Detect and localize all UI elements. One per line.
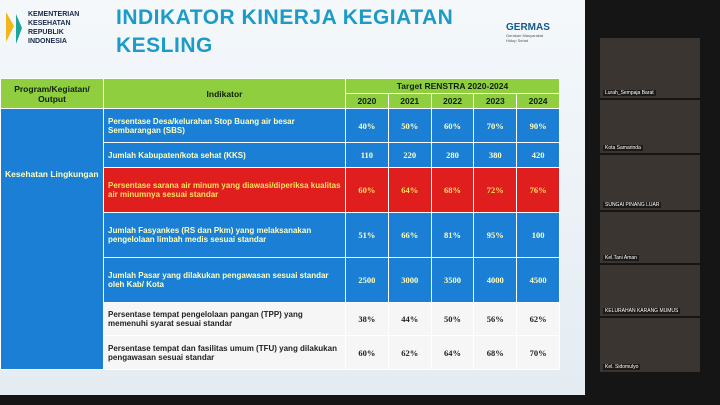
header-target: Target RENSTRA 2020-2024 xyxy=(345,78,560,94)
participant-name: KELURAHAN KARANG MUMUS xyxy=(603,308,681,314)
slide-title: INDIKATOR KINERJA KEGIATAN KESLING xyxy=(116,4,453,60)
target-cell: 62% xyxy=(387,335,432,370)
target-cell: 51% xyxy=(345,212,389,258)
target-cell: 220 xyxy=(387,142,432,168)
target-cell: 44% xyxy=(387,302,432,336)
target-cell: 81% xyxy=(430,212,475,258)
table-row: Jumlah Pasar yang dilakukan pengawasan s… xyxy=(1,257,560,303)
participant-name: SUNGAI PINANG LUAR xyxy=(603,202,662,208)
participant-name: Kota Samarinda xyxy=(603,145,643,151)
ministry-line: KEMENTERIAN xyxy=(28,11,80,18)
participant-name: Kel.Tani Aman xyxy=(603,255,639,261)
target-cell: 76% xyxy=(516,167,560,213)
indicator-table: Program/Kegiatan/ Output Indikator Targe… xyxy=(0,78,560,370)
target-cell: 38% xyxy=(345,302,389,336)
target-cell: 100 xyxy=(516,212,560,258)
target-cell: 380 xyxy=(473,142,518,168)
indicator-cell: Jumlah Kabupaten/kota sehat (KKS) xyxy=(103,142,346,168)
year-header: 2022 xyxy=(430,93,475,109)
indicator-cell: Persentase Desa/kelurahan Stop Buang air… xyxy=(103,108,346,143)
video-tile: SUNGAI PINANG LUAR xyxy=(600,155,700,210)
slide: KEMENTERIAN KESEHATAN REPUBLIK INDONESIA IN… xyxy=(0,0,585,395)
target-cell: 64% xyxy=(430,335,475,370)
target-cell: 4000 xyxy=(473,257,518,303)
target-cell: 110 xyxy=(345,142,389,168)
target-cell: 66% xyxy=(387,212,432,258)
program-cell: Kesehatan Lingkungan xyxy=(0,108,104,370)
header-indicator: Indikator xyxy=(103,78,346,109)
table-row: Persentase tempat pengelolaan pangan (TP… xyxy=(1,302,560,336)
target-cell: 3000 xyxy=(387,257,432,303)
target-cell: 2500 xyxy=(345,257,389,303)
table-row: Kesehatan Lingkungan Persentase Desa/kelu… xyxy=(0,108,560,370)
table-row: Persentase sarana air minum yang diawasi… xyxy=(1,167,560,213)
target-cell: 60% xyxy=(345,335,389,370)
participant-name: Kel. Sidomulyo xyxy=(603,364,641,370)
brand: GERMAS xyxy=(506,22,550,33)
target-cell: 56% xyxy=(473,302,518,336)
indicator-cell: Persentase sarana air minum yang diawasi… xyxy=(103,167,346,213)
target-cell: 50% xyxy=(430,302,475,336)
target-cell: 95% xyxy=(473,212,518,258)
target-cell: 68% xyxy=(473,335,518,370)
ministry-line: REPUBLIK xyxy=(28,29,64,36)
target-cell: 70% xyxy=(516,335,560,370)
target-cell: 40% xyxy=(345,108,389,143)
germas-logo: GERMAS Gerakan Masyarakat Hidup Sehat xyxy=(490,22,560,43)
target-cell: 90% xyxy=(516,108,560,143)
year-header: 2020 xyxy=(345,93,389,109)
table-row: Jumlah Kabupaten/kota sehat (KKS) 110 220 2… xyxy=(1,142,560,168)
target-cell: 60% xyxy=(345,167,389,213)
table-row: Persentase tempat dan fasilitas umum (TF… xyxy=(1,335,560,370)
year-header: 2021 xyxy=(387,93,432,109)
header-program: Program/Kegiatan/ Output xyxy=(0,78,104,109)
target-cell: 64% xyxy=(387,167,432,213)
ministry-line: KESEHATAN xyxy=(28,20,71,27)
target-cell: 50% xyxy=(387,108,432,143)
indicator-cell: Jumlah Pasar yang dilakukan pengawasan s… xyxy=(103,257,346,303)
ministry-name: KEMENTERIAN KESEHATAN REPUBLIK INDONESIA xyxy=(28,10,79,46)
target-cell: 72% xyxy=(473,167,518,213)
target-cell: 68% xyxy=(430,167,475,213)
video-tile: Lurah_Sempaja Barat xyxy=(600,38,700,98)
target-cell: 60% xyxy=(430,108,475,143)
ministry-line: INDONESIA xyxy=(28,38,67,45)
target-cell: 420 xyxy=(516,142,560,168)
video-tile: Kel.Tani Aman xyxy=(600,212,700,263)
ministry-logo xyxy=(6,12,22,44)
video-tile: Kota Samarinda xyxy=(600,100,700,153)
target-cell: 70% xyxy=(473,108,518,143)
title-line: INDIKATOR KINERJA KEGIATAN xyxy=(116,6,454,29)
target-cell: 3500 xyxy=(430,257,475,303)
target-cell: 280 xyxy=(430,142,475,168)
indicator-cell: Persentase tempat dan fasilitas umum (TF… xyxy=(103,335,346,370)
video-tile: KELURAHAN KARANG MUMUS xyxy=(600,265,700,316)
video-tile: Kel. Sidomulyo xyxy=(600,318,700,372)
indicator-cell: Jumlah Fasyankes (RS dan Pkm) yang melak… xyxy=(103,212,346,258)
indicator-cell: Persentase tempat pengelolaan pangan (TP… xyxy=(103,302,346,336)
participant-name: Lurah_Sempaja Barat xyxy=(603,90,656,96)
title-line: KESLING xyxy=(116,34,213,57)
target-cell: 4500 xyxy=(516,257,560,303)
year-header: 2024 xyxy=(516,93,560,109)
year-header: 2023 xyxy=(473,93,518,109)
brand-tagline: Gerakan Masyarakat Hidup Sehat xyxy=(506,33,544,43)
target-cell: 62% xyxy=(516,302,560,336)
